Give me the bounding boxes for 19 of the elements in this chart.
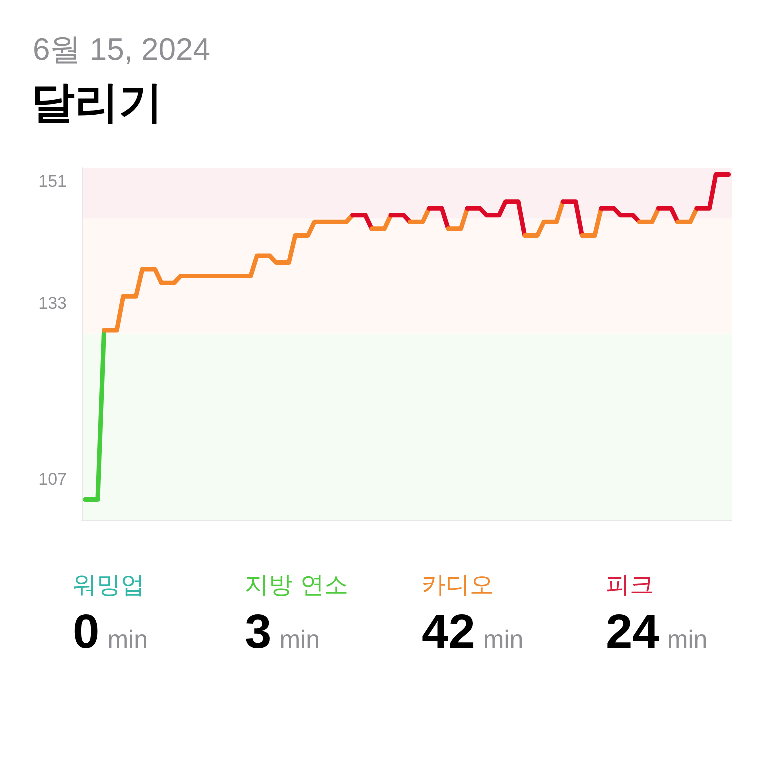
- category-label: 피크: [606, 570, 655, 600]
- category-label: 워밍업: [73, 570, 146, 600]
- data-label: 0: [73, 606, 100, 659]
- data-label: 24: [606, 606, 660, 659]
- data-label: 42: [422, 606, 476, 659]
- y-tick-label: 107: [38, 470, 67, 489]
- line-series: [465, 200, 528, 238]
- text: min: [483, 626, 524, 654]
- text: min: [108, 626, 148, 655]
- text: min: [280, 626, 320, 654]
- chart-title: 달리기: [31, 78, 163, 128]
- chart-subtitle: 6월 15, 2024: [33, 32, 211, 67]
- category-label: 카디오: [422, 570, 495, 600]
- data-label: 3: [245, 606, 272, 659]
- category-label: 지방 연소: [245, 570, 350, 600]
- y-tick-label: 151: [38, 172, 67, 192]
- y-tick-label: 133: [38, 294, 67, 313]
- text: min: [667, 626, 708, 654]
- line-series: [102, 213, 356, 333]
